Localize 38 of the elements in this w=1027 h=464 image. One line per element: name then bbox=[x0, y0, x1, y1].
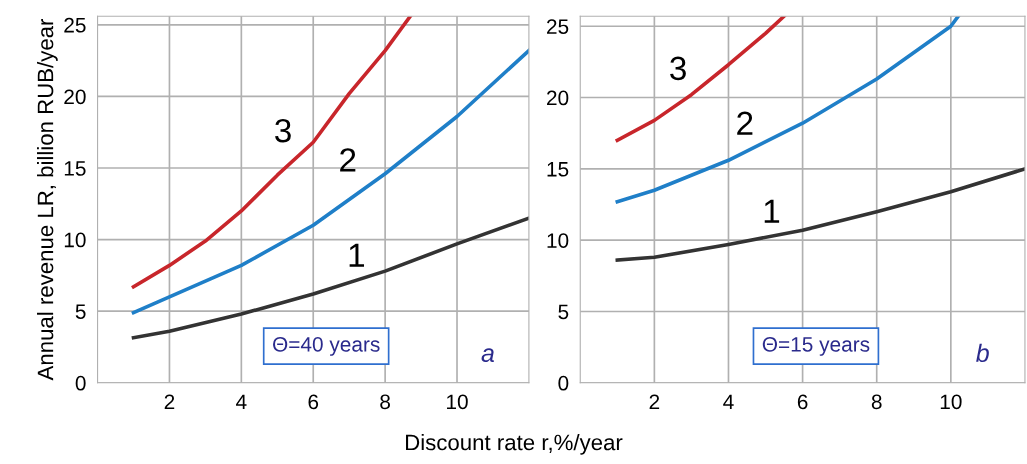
y-tick-label: 5 bbox=[558, 304, 569, 320]
x-axis-title: Discount rate r,%/year bbox=[406, 434, 623, 455]
x-tick-label: 8 bbox=[871, 394, 882, 410]
x-tick-label: 4 bbox=[723, 394, 734, 410]
annotation: Θ=40 years bbox=[273, 336, 380, 356]
series-label: 3 bbox=[670, 56, 686, 81]
x-tick-label: 10 bbox=[940, 394, 962, 410]
annotation: Θ=15 years bbox=[762, 336, 870, 356]
annotation: b bbox=[976, 343, 989, 363]
y-tick-label: 0 bbox=[75, 375, 86, 391]
line-series bbox=[615, 167, 1025, 262]
x-tick-label: 6 bbox=[797, 394, 808, 410]
x-tick-label: 8 bbox=[380, 394, 391, 410]
x-tick-label: 2 bbox=[164, 394, 175, 410]
y-tick-label: 15 bbox=[64, 161, 86, 176]
line-series bbox=[615, 16, 786, 143]
y-axis-title: Annual revenue LR, billion RUB/year bbox=[37, 18, 58, 381]
series-label: 2 bbox=[340, 148, 356, 172]
x-tick-label: 6 bbox=[308, 394, 319, 410]
y-tick-label: 25 bbox=[64, 17, 86, 33]
y-tick-label: 10 bbox=[547, 233, 569, 248]
series-label: 2 bbox=[737, 111, 753, 135]
x-tick-label: 4 bbox=[236, 394, 247, 410]
series-label: 3 bbox=[275, 118, 291, 143]
annotation: a bbox=[481, 348, 495, 363]
y-tick-label: 15 bbox=[547, 162, 569, 177]
series-label: 1 bbox=[764, 199, 780, 223]
x-tick-label: 10 bbox=[447, 394, 468, 410]
line-series bbox=[131, 16, 413, 289]
y-tick-label: 20 bbox=[64, 89, 86, 105]
y-tick-label: 20 bbox=[547, 90, 569, 106]
x-tick-label: 2 bbox=[649, 394, 660, 410]
y-tick-label: 0 bbox=[558, 375, 569, 391]
y-tick-label: 10 bbox=[64, 232, 86, 248]
y-tick-label: 5 bbox=[75, 304, 86, 319]
y-tick-label: 25 bbox=[547, 19, 569, 34]
series-label: 1 bbox=[349, 243, 365, 267]
line-series bbox=[131, 48, 529, 315]
